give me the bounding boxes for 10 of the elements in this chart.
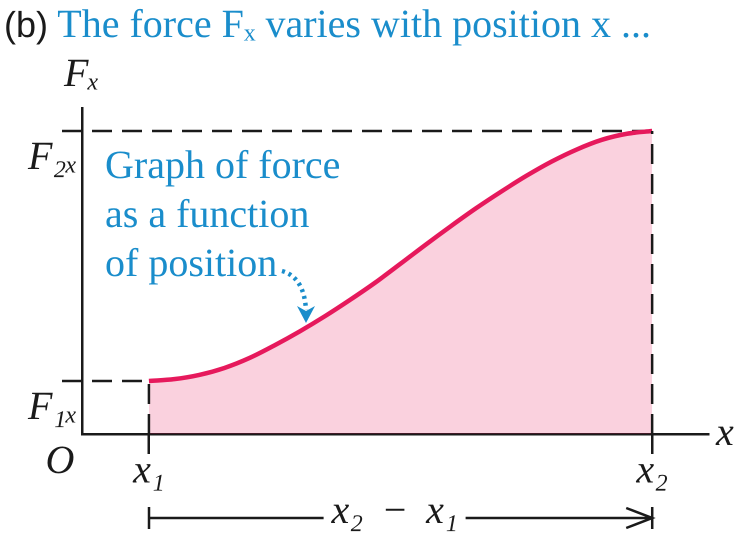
ref-line-label: F₁ₓ bbox=[28, 382, 78, 429]
text: x₂ − x₁ bbox=[332, 487, 458, 533]
x-tick-label: x₁ bbox=[132, 446, 165, 492]
ref-line-label: F₂ₓ bbox=[28, 133, 78, 180]
y-axis-title: Fₓ bbox=[64, 50, 100, 96]
chart-title: (b) The force Fₓ varies with position x ... bbox=[4, 1, 651, 46]
x-tick-label: x₂ bbox=[635, 446, 668, 492]
x-axis-title: x bbox=[716, 409, 734, 455]
text: O bbox=[46, 437, 74, 483]
annotation: Graph of force as a function of position bbox=[105, 141, 342, 287]
